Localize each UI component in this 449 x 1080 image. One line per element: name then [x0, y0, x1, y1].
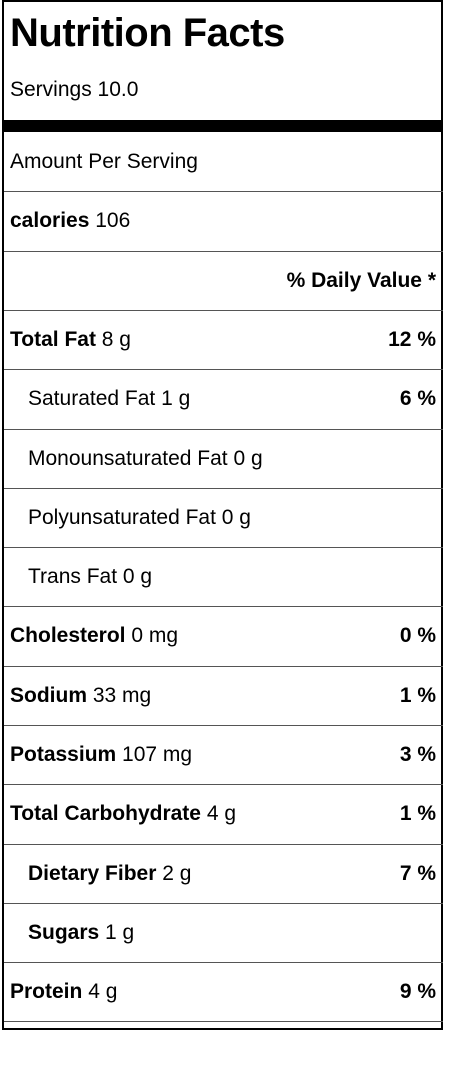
nutrient-label: Total Carbohydrate 4 g: [4, 802, 400, 826]
servings-text: Servings 10.0: [10, 78, 139, 101]
calories-value: 106: [95, 209, 131, 232]
bottom-divider: [4, 1021, 443, 1080]
nutrient-amount: 4 g: [206, 802, 237, 825]
nutrient-label: Polyunsaturated Fat 0 g: [4, 506, 436, 530]
nutrient-row-trans-fat: Trans Fat 0 g: [4, 547, 443, 606]
nutrient-daily-value: 3 %: [399, 743, 436, 766]
nutrient-row-cholesterol: Cholesterol 0 mg 0 %: [4, 606, 443, 665]
nutrient-label: Total Fat 8 g: [4, 328, 388, 352]
amount-per-serving-row: Amount Per Serving: [4, 132, 443, 191]
nutrient-label: Sugars 1 g: [4, 921, 436, 945]
nutrient-amount: 0 mg: [131, 624, 179, 647]
nutrient-name: Potassium: [10, 743, 117, 766]
nutrient-name: Sugars: [28, 921, 100, 944]
calories-name: calories: [10, 209, 90, 232]
nutrient-amount: 1 g: [105, 921, 135, 944]
nutrient-name: Protein: [10, 980, 83, 1003]
nutrient-amount: 8 g: [101, 328, 131, 351]
nutrient-daily-value: 1 %: [399, 684, 436, 707]
nutrient-label: Trans Fat 0 g: [4, 565, 436, 589]
nutrient-name: Sodium: [10, 684, 87, 707]
nutrient-row-sugars: Sugars 1 g: [4, 903, 443, 962]
nutrient-row-total-fat: Total Fat 8 g 12 %: [4, 310, 443, 369]
nutrient-name: Total Carbohydrate: [10, 802, 201, 825]
nutrient-amount: 0 g: [233, 447, 263, 470]
nutrient-row-polyunsaturated-fat: Polyunsaturated Fat 0 g: [4, 488, 443, 547]
nutrient-row-monounsaturated-fat: Monounsaturated Fat 0 g: [4, 429, 443, 488]
nutrient-name: Polyunsaturated Fat: [28, 506, 216, 529]
nutrient-amount: 0 g: [122, 565, 153, 588]
nutrient-daily-value: 1 %: [399, 802, 436, 825]
nutrient-daily-value: 0 %: [399, 624, 436, 647]
calories-row: calories 106: [4, 191, 443, 250]
nutrient-amount: 0 g: [221, 506, 251, 529]
nutrient-daily-value: 7 %: [399, 862, 436, 885]
nutrient-label: Dietary Fiber 2 g: [4, 862, 400, 886]
nutrient-name: Total Fat: [10, 328, 96, 351]
nutrient-label: Saturated Fat 1 g: [4, 387, 400, 411]
nutrient-label: Monounsaturated Fat 0 g: [4, 447, 436, 471]
nutrient-daily-value: 9 %: [399, 980, 436, 1003]
calories-label: calories 106: [4, 209, 443, 233]
nutrient-label: Sodium 33 mg: [4, 684, 400, 708]
nutrient-name: Trans Fat: [28, 565, 118, 588]
nutrient-row-sodium: Sodium 33 mg 1 %: [4, 666, 443, 725]
amount-per-serving-label: Amount Per Serving: [10, 149, 198, 173]
nutrient-label: Cholesterol 0 mg: [4, 624, 400, 648]
daily-value-header: % Daily Value *: [286, 269, 436, 292]
nutrient-row-potassium: Potassium 107 mg 3 %: [4, 725, 443, 784]
nutrient-label: Potassium 107 mg: [4, 743, 400, 767]
nutrient-label: Protein 4 g: [4, 980, 400, 1004]
nutrient-amount: 33 mg: [92, 684, 152, 707]
nutrient-name: Cholesterol: [10, 624, 126, 647]
nutrient-row-total-carbohydrate: Total Carbohydrate 4 g 1 %: [4, 784, 443, 843]
nutrient-row-protein: Protein 4 g 9 %: [4, 962, 443, 1021]
thick-divider: [4, 120, 443, 132]
nutrient-amount: 2 g: [162, 862, 192, 885]
nutrient-name: Monounsaturated Fat: [28, 447, 228, 470]
nutrient-daily-value: 6 %: [399, 387, 436, 410]
nutrient-daily-value: 12 %: [388, 328, 436, 351]
nutrient-row-saturated-fat: Saturated Fat 1 g 6 %: [4, 369, 443, 428]
nutrient-amount: 107 mg: [122, 743, 193, 766]
nutrient-name: Saturated Fat: [28, 387, 156, 410]
nutrient-row-dietary-fiber: Dietary Fiber 2 g 7 %: [4, 844, 443, 903]
daily-value-header-row: % Daily Value *: [4, 251, 443, 310]
nutrient-amount: 4 g: [88, 980, 118, 1003]
nutrient-name: Dietary Fiber: [28, 862, 157, 885]
nutrient-amount: 1 g: [161, 387, 191, 410]
nutrition-title: Nutrition Facts: [10, 11, 285, 55]
